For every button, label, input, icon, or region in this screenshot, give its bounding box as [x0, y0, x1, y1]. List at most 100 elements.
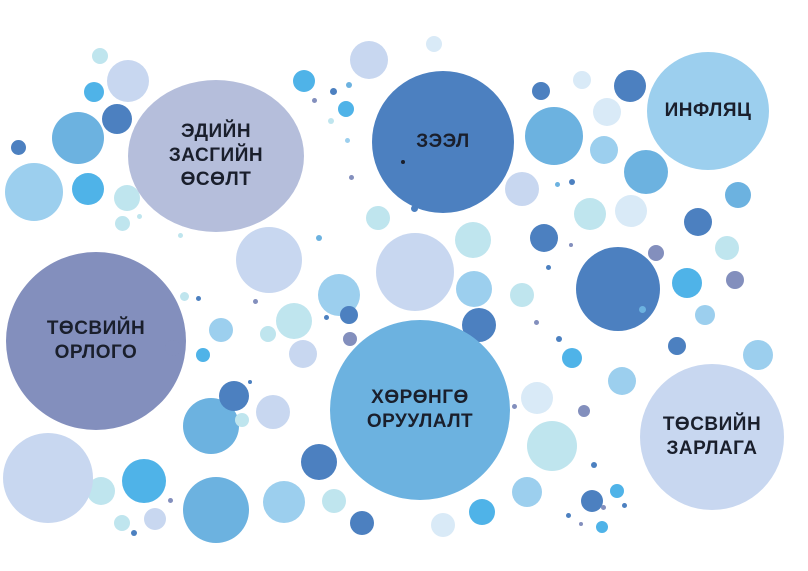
decor-bubble — [573, 71, 591, 89]
decor-dot — [546, 265, 551, 270]
decor-bubble — [72, 173, 104, 205]
decor-dot — [328, 118, 334, 124]
investment-label: ХӨРӨНГӨ ОРУУЛАЛТ — [367, 386, 473, 434]
decor-bubble — [350, 41, 388, 79]
decor-bubble — [596, 521, 608, 533]
decor-dot — [131, 530, 137, 536]
decor-bubble — [469, 499, 495, 525]
decor-dot — [137, 214, 142, 219]
decor-bubble — [236, 227, 302, 293]
decor-dot — [569, 243, 573, 247]
decor-bubble — [426, 36, 442, 52]
decor-bubble — [726, 271, 744, 289]
decor-dot — [324, 315, 329, 320]
decor-bubble — [256, 395, 290, 429]
decor-bubble — [338, 101, 354, 117]
decor-bubble — [684, 208, 712, 236]
decor-bubble — [576, 247, 660, 331]
overlay-dot — [401, 160, 405, 164]
decor-bubble — [525, 107, 583, 165]
loan-label: ЗЭЭЛ — [416, 130, 470, 154]
decor-dot — [411, 205, 418, 212]
decor-dot — [312, 98, 317, 103]
decor-bubble — [562, 348, 582, 368]
decor-bubble — [114, 185, 140, 211]
budget-expenditure-line2: ЗАРЛАГА — [666, 438, 758, 459]
decor-bubble — [293, 70, 315, 92]
loan-bubble: ЗЭЭЛ — [372, 71, 514, 213]
inflation-bubble: ИНФЛЯЦ — [647, 52, 769, 170]
decor-bubble — [115, 216, 130, 231]
decor-bubble — [578, 405, 590, 417]
inflation-line1: ИНФЛЯЦ — [664, 100, 752, 121]
decor-bubble — [695, 305, 715, 325]
decor-dot — [601, 505, 606, 510]
decor-dot — [569, 179, 575, 185]
decor-bubble — [122, 459, 166, 503]
decor-bubble — [260, 326, 276, 342]
decor-bubble — [530, 224, 558, 252]
investment-bubble: ХӨРӨНГӨ ОРУУЛАЛТ — [330, 320, 510, 500]
decor-dot — [180, 292, 189, 301]
decor-bubble — [289, 340, 317, 368]
decor-bubble — [590, 136, 618, 164]
decor-dot — [349, 175, 354, 180]
decor-bubble — [84, 82, 104, 102]
decor-bubble — [102, 104, 132, 134]
decor-bubble — [322, 489, 346, 513]
decor-bubble — [608, 367, 636, 395]
decor-bubble — [624, 150, 668, 194]
decor-bubble — [527, 421, 577, 471]
decor-bubble — [107, 60, 149, 102]
decor-bubble — [52, 112, 104, 164]
inflation-label: ИНФЛЯЦ — [665, 99, 752, 123]
overlay-dot — [248, 380, 252, 384]
decor-bubble — [648, 245, 664, 261]
budget-revenue-line2: ОРЛОГО — [54, 342, 138, 363]
decor-bubble — [581, 490, 603, 512]
budget-revenue-label: ТӨСВИЙН ОРЛОГО — [47, 317, 145, 365]
decor-bubble — [263, 481, 305, 523]
decor-bubble — [715, 236, 739, 260]
decor-bubble — [92, 48, 108, 64]
decor-bubble — [456, 271, 492, 307]
decor-dot — [555, 182, 560, 187]
budget-expenditure-line1: ТӨСВИЙН — [662, 414, 762, 435]
decor-bubble — [505, 172, 539, 206]
decor-bubble — [11, 140, 26, 155]
decor-bubble — [235, 413, 249, 427]
decor-dot — [639, 306, 646, 313]
budget-revenue-bubble: ТӨСВИЙН ОРЛОГО — [6, 252, 186, 430]
overlay-dot — [343, 332, 357, 346]
economic-growth-bubble: ЭДИЙН ЗАСГИЙН ӨСӨЛТ — [128, 80, 304, 232]
decor-bubble — [593, 98, 621, 126]
decor-bubble — [144, 508, 166, 530]
decor-bubble — [276, 303, 312, 339]
decor-bubble — [431, 513, 455, 537]
budget-revenue-line1: ТӨСВИЙН — [46, 318, 146, 339]
decor-bubble — [672, 268, 702, 298]
decor-dot — [330, 88, 337, 95]
decor-dot — [253, 299, 258, 304]
economic-growth-line2: ЗАСГИЙН — [168, 145, 264, 166]
investment-line2: ОРУУЛАЛТ — [366, 411, 474, 432]
decor-dot — [556, 336, 562, 342]
decor-bubble — [3, 433, 93, 523]
decor-bubble — [510, 283, 534, 307]
decor-dot — [512, 404, 517, 409]
decor-bubble — [114, 515, 130, 531]
decor-dot — [534, 320, 539, 325]
economic-growth-label: ЭДИЙН ЗАСГИЙН ӨСӨЛТ — [169, 120, 263, 192]
decor-dot — [579, 522, 583, 526]
decor-dot — [566, 513, 571, 518]
decor-bubble — [219, 381, 249, 411]
decor-bubble — [183, 477, 249, 543]
decor-bubble — [366, 206, 390, 230]
decor-bubble — [532, 82, 550, 100]
decor-bubble — [376, 233, 454, 311]
decor-bubble — [725, 182, 751, 208]
budget-expenditure-label: ТӨСВИЙН ЗАРЛАГА — [663, 413, 761, 461]
investment-line1: ХӨРӨНГӨ — [371, 387, 469, 408]
decor-dot — [591, 462, 597, 468]
